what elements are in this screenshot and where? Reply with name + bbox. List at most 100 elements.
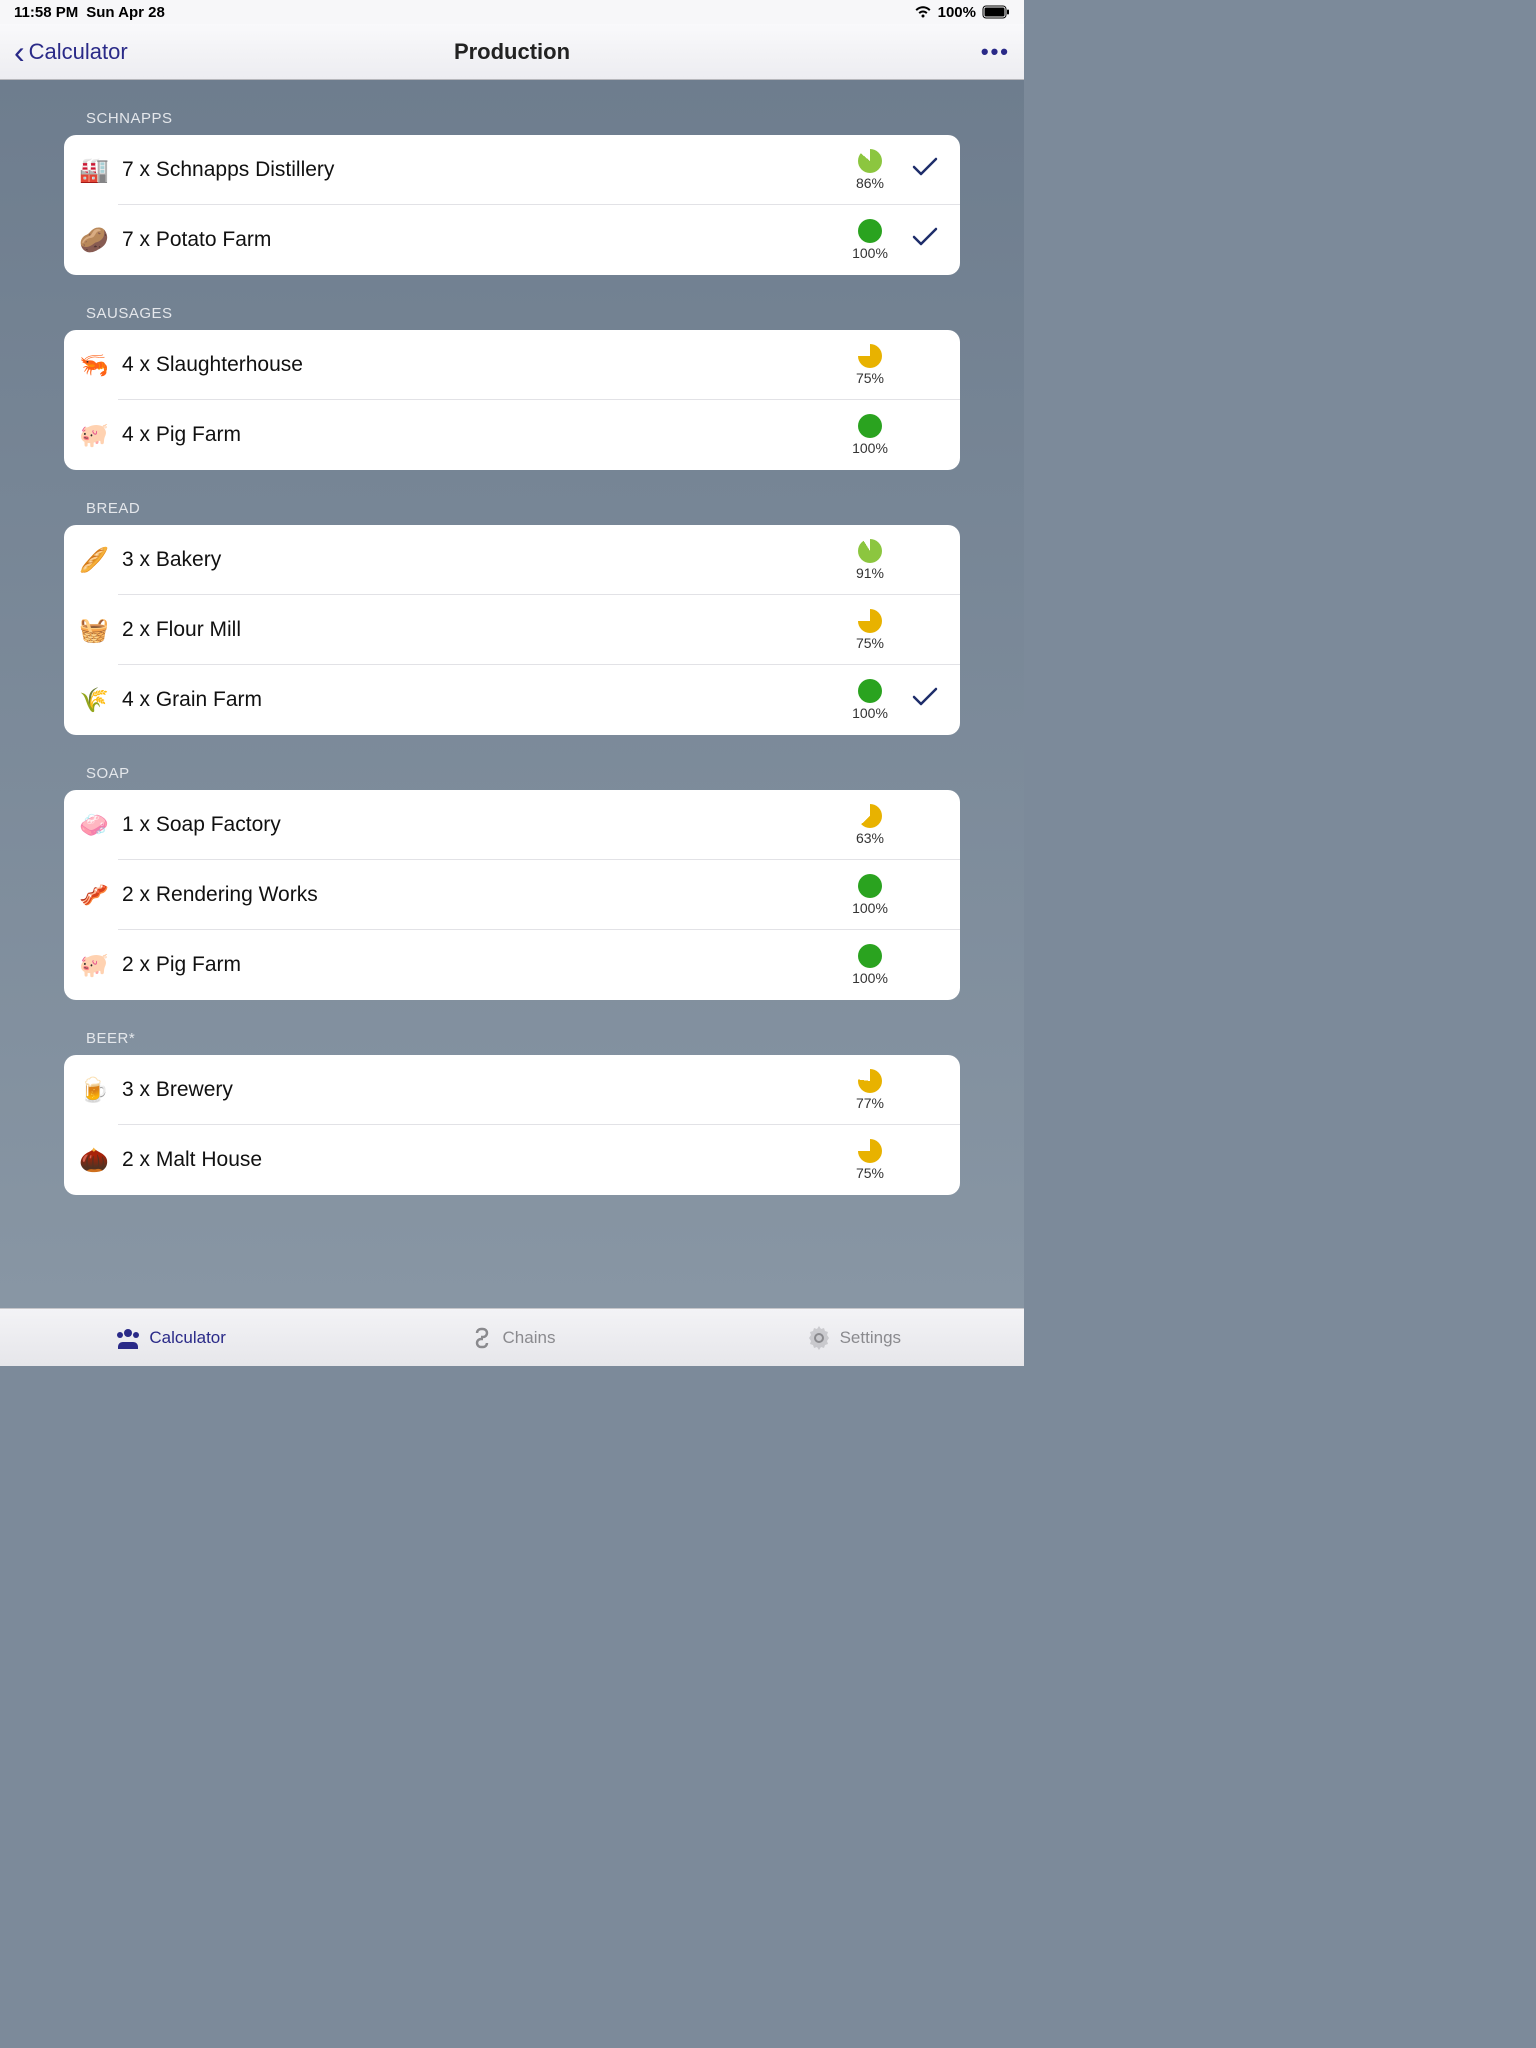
efficiency-indicator: 77% bbox=[846, 1069, 894, 1111]
building-icon: 🥖 bbox=[78, 544, 110, 576]
building-icon: 🍺 bbox=[78, 1074, 110, 1106]
page-title: Production bbox=[454, 39, 570, 65]
section-card: 🏭7 x Schnapps Distillery86%🥔7 x Potato F… bbox=[64, 135, 960, 275]
chain-icon bbox=[469, 1327, 495, 1349]
row-right: 63% bbox=[846, 804, 940, 846]
tab-label: Settings bbox=[840, 1328, 901, 1348]
production-row[interactable]: 🐖 2 x Pig Farm100% bbox=[64, 930, 960, 1000]
pct-label: 91% bbox=[856, 565, 884, 581]
row-label: 2 x Rendering Works bbox=[122, 883, 846, 907]
building-icon: 🦐 bbox=[78, 349, 110, 381]
section-card: 🧼1 x Soap Factory63% 🥓 2 x Rendering Works… bbox=[64, 790, 960, 1000]
row-label: 7 x Potato Farm bbox=[122, 228, 846, 252]
pie-icon bbox=[858, 149, 882, 173]
building-icon: 🥓 bbox=[78, 879, 110, 911]
efficiency-indicator: 100% bbox=[846, 944, 894, 986]
status-left: 11:58 PM Sun Apr 28 bbox=[14, 4, 165, 21]
production-row[interactable]: 🌰 2 x Malt House 75% bbox=[64, 1125, 960, 1195]
check-icon bbox=[912, 226, 940, 254]
production-row[interactable]: 🧼1 x Soap Factory63% bbox=[64, 790, 960, 860]
building-icon: 🌾 bbox=[78, 684, 110, 716]
row-label: 4 x Grain Farm bbox=[122, 688, 846, 712]
efficiency-indicator: 75% bbox=[846, 344, 894, 386]
efficiency-indicator: 100% bbox=[846, 679, 894, 721]
building-icon: 🐖 bbox=[78, 949, 110, 981]
production-row[interactable]: 🧺2 x Flour Mill75% bbox=[64, 595, 960, 665]
pie-icon bbox=[858, 1139, 882, 1163]
tab-settings[interactable]: Settings bbox=[683, 1309, 1024, 1366]
efficiency-indicator: 86% bbox=[846, 149, 894, 191]
pie-icon bbox=[858, 539, 882, 563]
building-icon: 🏭 bbox=[78, 154, 110, 186]
tab-bar: Calculator Chains Settings bbox=[0, 1308, 1024, 1366]
building-icon: 🧺 bbox=[78, 614, 110, 646]
battery-icon bbox=[982, 5, 1010, 19]
status-right: 100% bbox=[914, 4, 1010, 21]
gear-icon bbox=[806, 1325, 832, 1351]
efficiency-indicator: 75% bbox=[846, 1139, 894, 1181]
section-header: BEER* bbox=[64, 1000, 960, 1055]
status-bar: 11:58 PM Sun Apr 28 100% bbox=[0, 0, 1024, 24]
row-right: 86% bbox=[846, 149, 940, 191]
tab-label: Calculator bbox=[149, 1328, 226, 1348]
pct-label: 77% bbox=[856, 1095, 884, 1111]
pct-label: 75% bbox=[856, 370, 884, 386]
production-row[interactable]: 🏭 7 x Schnapps Distillery 86% bbox=[64, 135, 960, 205]
pie-icon bbox=[858, 344, 882, 368]
efficiency-indicator: 100% bbox=[846, 874, 894, 916]
row-label: 2 x Pig Farm bbox=[122, 953, 846, 977]
wifi-icon bbox=[914, 5, 932, 19]
tab-calculator[interactable]: Calculator bbox=[0, 1309, 341, 1366]
pie-icon bbox=[858, 804, 882, 828]
row-right: 100% bbox=[846, 679, 940, 721]
pie-icon bbox=[858, 679, 882, 703]
pie-icon bbox=[858, 944, 882, 968]
production-row[interactable]: 🌾 4 x Grain Farm 100% bbox=[64, 665, 960, 735]
production-row[interactable]: 🦐 4 x Slaughterhouse 75% bbox=[64, 330, 960, 400]
row-label: 1 x Soap Factory bbox=[122, 813, 846, 837]
pct-label: 86% bbox=[856, 175, 884, 191]
production-row[interactable]: 🥔7 x Potato Farm100% bbox=[64, 205, 960, 275]
row-right: 100% bbox=[846, 874, 940, 916]
row-label: 3 x Bakery bbox=[122, 548, 846, 572]
section-card: 🦐 4 x Slaughterhouse 75% 🐖 4 x Pig Farm 100% bbox=[64, 330, 960, 470]
status-date: Sun Apr 28 bbox=[86, 4, 165, 21]
pct-label: 100% bbox=[852, 440, 888, 456]
section-header: SAUSAGES bbox=[64, 275, 960, 330]
pct-label: 100% bbox=[852, 705, 888, 721]
section-header: SCHNAPPS bbox=[64, 80, 960, 135]
back-button[interactable]: ‹ Calculator bbox=[14, 36, 128, 68]
more-button[interactable]: ••• bbox=[981, 39, 1010, 65]
building-icon: 🐖 bbox=[78, 419, 110, 451]
tab-chains[interactable]: Chains bbox=[341, 1309, 682, 1366]
tab-label: Chains bbox=[503, 1328, 556, 1348]
row-right: 77% bbox=[846, 1069, 940, 1111]
section-header: SOAP bbox=[64, 735, 960, 790]
content-scroll[interactable]: SCHNAPPS🏭7 x Schnapps Distillery86%🥔7 x … bbox=[0, 80, 1024, 1308]
pct-label: 100% bbox=[852, 245, 888, 261]
pie-icon bbox=[858, 219, 882, 243]
battery-pct: 100% bbox=[938, 4, 976, 21]
pie-icon bbox=[858, 609, 882, 633]
row-right: 100% bbox=[846, 219, 940, 261]
row-label: 4 x Slaughterhouse bbox=[122, 353, 846, 377]
row-label: 2 x Malt House bbox=[122, 1148, 846, 1172]
production-row[interactable]: 🥖 3 x Bakery 91% bbox=[64, 525, 960, 595]
status-time: 11:58 PM bbox=[14, 4, 78, 21]
row-label: 3 x Brewery bbox=[122, 1078, 846, 1102]
users-icon bbox=[115, 1327, 141, 1349]
row-label: 4 x Pig Farm bbox=[122, 423, 846, 447]
back-label: Calculator bbox=[29, 39, 128, 65]
production-row[interactable]: 🐖 4 x Pig Farm 100% bbox=[64, 400, 960, 470]
production-row[interactable]: 🍺 3 x Brewery 77% bbox=[64, 1055, 960, 1125]
efficiency-indicator: 100% bbox=[846, 414, 894, 456]
check-icon bbox=[912, 156, 940, 184]
efficiency-indicator: 63% bbox=[846, 804, 894, 846]
pct-label: 75% bbox=[856, 1165, 884, 1181]
efficiency-indicator: 100% bbox=[846, 219, 894, 261]
building-icon: 🌰 bbox=[78, 1144, 110, 1176]
production-row[interactable]: 🥓 2 x Rendering Works100% bbox=[64, 860, 960, 930]
pie-icon bbox=[858, 1069, 882, 1093]
row-label: 7 x Schnapps Distillery bbox=[122, 158, 846, 182]
pie-icon bbox=[858, 874, 882, 898]
